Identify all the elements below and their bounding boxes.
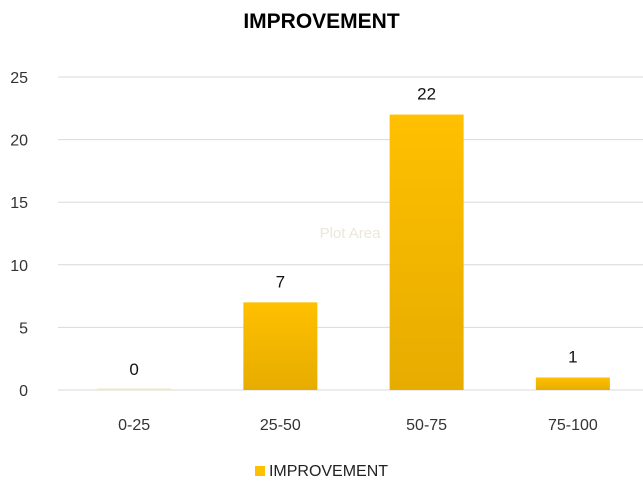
y-tick-label: 25 bbox=[10, 70, 28, 87]
x-tick-label: 75-100 bbox=[548, 417, 598, 434]
y-tick-label: 20 bbox=[10, 133, 28, 150]
x-tick-label: 0-25 bbox=[118, 417, 150, 434]
data-labels: 0 7 22 1 bbox=[129, 85, 577, 379]
y-tick-label: 5 bbox=[19, 320, 28, 337]
y-tick-label: 15 bbox=[10, 195, 28, 212]
data-label: 0 bbox=[129, 360, 138, 379]
bar-50-75 bbox=[389, 114, 464, 390]
bar-25-50 bbox=[243, 302, 318, 390]
legend-label: IMPROVEMENT bbox=[268, 463, 389, 480]
legend-swatch bbox=[254, 466, 265, 476]
x-tick-label: 25-50 bbox=[260, 417, 301, 434]
chart-title: IMPROVEMENT bbox=[243, 10, 400, 33]
data-label: 7 bbox=[276, 272, 285, 291]
bars bbox=[97, 114, 610, 390]
y-tick-label: 10 bbox=[10, 258, 28, 275]
bar-75-100 bbox=[535, 377, 610, 390]
y-axis-ticks: 0 5 10 15 20 25 bbox=[10, 70, 28, 400]
data-label: 22 bbox=[417, 85, 436, 104]
y-tick-label: 0 bbox=[19, 383, 28, 400]
legend: IMPROVEMENT bbox=[0, 463, 643, 481]
x-axis-ticks: 0-25 25-50 50-75 75-100 bbox=[118, 417, 598, 434]
plot-area-watermark: Plot Area bbox=[320, 225, 382, 242]
bar-0-25 bbox=[97, 388, 172, 390]
x-tick-label: 50-75 bbox=[406, 417, 447, 434]
data-label: 1 bbox=[568, 347, 577, 366]
